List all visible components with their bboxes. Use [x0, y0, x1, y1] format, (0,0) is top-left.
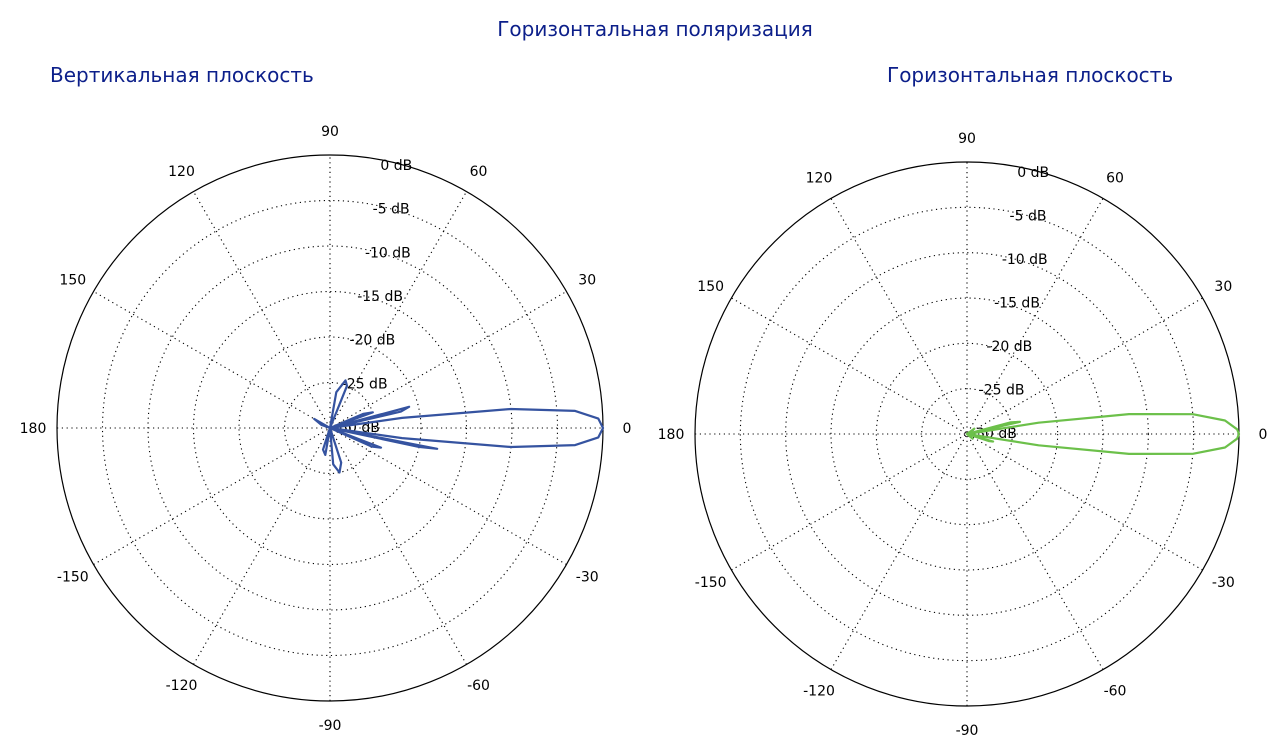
- vertical-plane-chart-title: Вертикальная плоскость: [50, 63, 314, 87]
- horizontal-plane-angle-tick-label: 150: [697, 279, 724, 295]
- vertical-plane-angle-tick-label: 60: [470, 164, 488, 180]
- vertical-plane-grid-ring: [192, 290, 468, 566]
- horizontal-plane-angle-tick-label: -60: [1104, 683, 1127, 699]
- vertical-plane-grid-ring: [147, 245, 513, 611]
- vertical-plane-angle-tick-label: 180: [20, 421, 47, 437]
- horizontal-plane-radial-tick-label: -15 dB: [994, 295, 1040, 311]
- vertical-plane-radial-tick-label: -25 dB: [342, 376, 388, 392]
- horizontal-plane-angle-tick-label: 180: [658, 427, 685, 443]
- vertical-plane-grid-ring: [101, 199, 559, 657]
- horizontal-plane-angle-tick-label: 0: [1259, 427, 1268, 443]
- horizontal-plane-angle-tick-label: -30: [1212, 575, 1235, 591]
- vertical-plane-angle-tick-label: -60: [467, 678, 490, 694]
- vertical-plane-radial-tick-label: 0 dB: [380, 158, 412, 174]
- vertical-plane-angle-tick-label: -150: [57, 570, 89, 586]
- horizontal-plane-radial-tick-label: -5 dB: [1010, 208, 1047, 224]
- horizontal-plane-grid-ring: [785, 252, 1149, 616]
- vertical-plane-radial-tick-label: -5 dB: [373, 202, 410, 218]
- vertical-plane-angle-tick-label: 0: [623, 421, 632, 437]
- horizontal-plane-angle-tick-label: 120: [806, 171, 833, 187]
- vertical-plane-grid-ring: [238, 336, 422, 520]
- horizontal-plane-grid-ring: [875, 342, 1059, 526]
- vertical-plane-radial-tick-label: -20 dB: [349, 333, 395, 349]
- vertical-plane-radial-tick-label: -15 dB: [357, 289, 403, 305]
- vertical-plane-angle-tick-label: -120: [166, 678, 198, 694]
- horizontal-plane-radial-tick-label: -25 dB: [979, 382, 1025, 398]
- vertical-plane-angle-tick-label: 90: [321, 124, 339, 140]
- vertical-plane-radial-tick-label: -10 dB: [365, 245, 411, 261]
- horizontal-plane-angle-tick-label: -150: [695, 575, 727, 591]
- horizontal-plane-angle-tick-label: -90: [956, 723, 979, 739]
- vertical-plane-angle-tick-label: 120: [168, 164, 195, 180]
- horizontal-plane-angle-tick-label: 90: [958, 131, 976, 147]
- horizontal-plane-angle-tick-label: 60: [1106, 171, 1124, 187]
- vertical-plane-angle-tick-label: 150: [59, 273, 86, 289]
- horizontal-plane-chart-title: Горизонтальная плоскость: [887, 63, 1174, 87]
- horizontal-plane-radial-tick-label: 0 dB: [1017, 165, 1049, 181]
- horizontal-plane-angle-tick-label: -120: [803, 683, 835, 699]
- horizontal-plane-grid: [694, 161, 1240, 707]
- horizontal-plane-grid-ring: [739, 206, 1195, 662]
- vertical-plane-grid-ring: [283, 381, 377, 475]
- horizontal-plane-radial-tick-label: -20 dB: [986, 339, 1032, 355]
- horizontal-plane-radial-tick-label: -10 dB: [1002, 252, 1048, 268]
- horizontal-plane-angle-tick-label: 30: [1214, 279, 1232, 295]
- vertical-plane-angle-tick-label: -90: [319, 718, 342, 734]
- vertical-plane-angle-tick-label: 30: [578, 273, 596, 289]
- vertical-plane-angle-tick-label: -30: [576, 570, 599, 586]
- page-title: Горизонтальная поляризация: [497, 17, 813, 41]
